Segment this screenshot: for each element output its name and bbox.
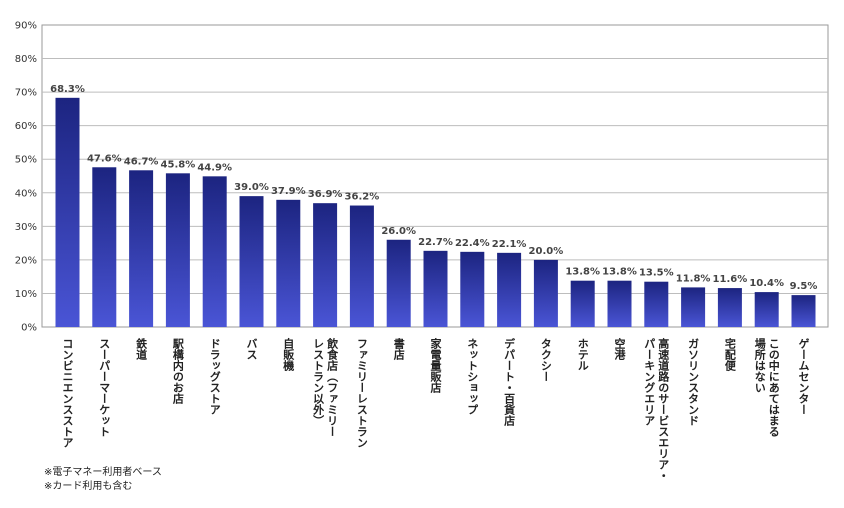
category-label: タクシー	[539, 338, 552, 382]
data-labels: 68.3% 47.6% 46.7% 45.8% 44.9%39.0% 37.9% 36.9%…	[50, 84, 817, 292]
data-label: 11.8%	[676, 273, 711, 284]
bar	[754, 292, 779, 327]
category-label: ホテル	[576, 338, 589, 371]
category-label: この中にあてはまる	[767, 338, 780, 438]
bar	[533, 259, 558, 327]
category-label: 自販機	[282, 337, 295, 372]
bar	[423, 250, 448, 327]
category-label: 飲食店（ファミリー	[326, 337, 340, 437]
y-tick-label: 60%	[15, 121, 37, 132]
bar	[386, 239, 411, 327]
data-label: 36.9%	[308, 189, 343, 200]
data-label: 13.5%	[639, 268, 674, 279]
note-card-usage-included: ※カード利用も含む	[44, 481, 133, 492]
bar	[791, 295, 816, 327]
data-label: 68.3%	[50, 84, 85, 95]
category-label: パーキングエリア	[643, 338, 656, 426]
data-label: 37.9%	[271, 186, 306, 197]
note-electronic-money-base: ※電子マネー利用者ベース	[44, 467, 162, 478]
data-label: 13.8%	[565, 267, 600, 278]
bar	[202, 176, 227, 327]
bar	[55, 97, 80, 327]
data-label: 20.0%	[529, 246, 564, 257]
bar	[276, 199, 301, 327]
data-label: 36.2%	[345, 192, 380, 203]
category-label: 場所はない	[753, 337, 766, 393]
category-label: バス	[245, 338, 258, 360]
data-label: 13.8%	[602, 267, 637, 278]
category-label: 高速道路のサービスエリア・	[657, 337, 670, 481]
y-tick-label: 40%	[15, 188, 37, 199]
category-label: 書店	[392, 337, 405, 361]
category-label: 家電量販店	[429, 337, 442, 394]
data-label: 46.7%	[124, 156, 159, 167]
data-label: 9.5%	[790, 281, 818, 292]
category-label: デパート・百貨店	[503, 337, 516, 427]
bar	[607, 280, 632, 327]
data-label: 22.1%	[492, 239, 527, 250]
y-tick-label: 0%	[21, 323, 37, 334]
y-tick-label: 90%	[15, 21, 37, 32]
category-label: 空港	[613, 337, 626, 361]
data-label: 47.6%	[87, 153, 122, 164]
data-label: 11.6%	[713, 274, 748, 285]
y-axis-ticks: 0% 10% 20% 30% 40% 50% 60% 70% 80% 90%	[15, 21, 37, 334]
y-tick-label: 10%	[15, 289, 37, 300]
y-tick-label: 20%	[15, 255, 37, 266]
category-label: ネットショップ	[466, 338, 479, 415]
category-label: ドラッグストア	[208, 338, 221, 415]
category-label: 駅構内のお店	[171, 338, 185, 405]
y-tick-label: 30%	[15, 222, 37, 233]
bar	[497, 252, 522, 327]
bar	[313, 203, 338, 327]
bar	[129, 170, 154, 327]
category-label: 宅配便	[723, 337, 736, 372]
category-label: コンビニエンスストア	[61, 338, 74, 448]
category-label: レストラン以外）	[312, 338, 326, 426]
bar	[570, 280, 595, 327]
data-label: 45.8%	[161, 159, 196, 170]
category-label: 鉄道	[135, 337, 148, 361]
data-label: 44.9%	[197, 162, 232, 173]
category-label: スーパーマーケット	[98, 338, 111, 437]
category-label: ガソリンスタンド	[687, 338, 700, 426]
bar	[681, 287, 706, 327]
bar	[644, 281, 669, 327]
y-tick-label: 50%	[15, 155, 37, 166]
data-label: 10.4%	[749, 278, 784, 289]
data-label: 22.4%	[455, 238, 490, 249]
data-label: 26.0%	[381, 226, 416, 237]
y-tick-label: 80%	[15, 54, 37, 65]
category-label: ファミリーレストラン	[355, 338, 368, 448]
bar	[239, 196, 264, 327]
bar	[349, 205, 374, 327]
data-label: 22.7%	[418, 237, 453, 248]
bar	[460, 251, 485, 327]
data-label: 39.0%	[234, 182, 269, 193]
category-label: ゲームセンター	[797, 337, 810, 415]
bars	[55, 97, 816, 327]
bar	[92, 167, 117, 327]
bar	[165, 173, 190, 327]
category-labels: コンビニエンスストア スーパーマーケット 鉄道 駅構内のお店 ドラッグストア バス 自販機 飲…	[61, 337, 810, 481]
bar	[717, 288, 742, 327]
y-tick-label: 70%	[15, 88, 37, 99]
